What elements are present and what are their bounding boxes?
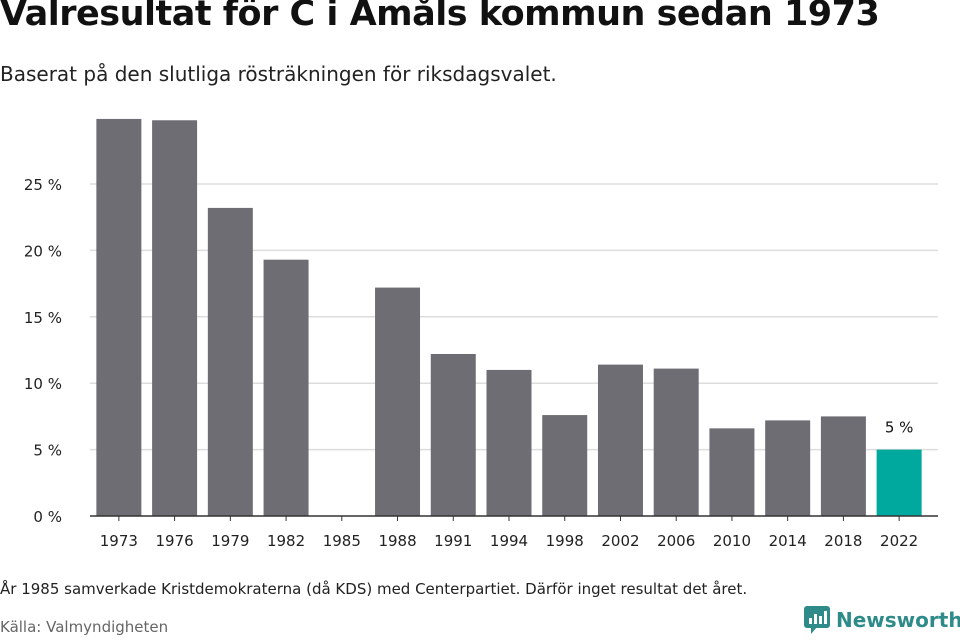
y-tick-label: 0 % xyxy=(33,508,62,526)
bar-1991 xyxy=(430,353,476,516)
y-tick-label: 25 % xyxy=(24,176,62,194)
footnote: År 1985 samverkade Kristdemokraterna (då… xyxy=(0,580,748,598)
bar-2010 xyxy=(709,428,755,516)
bar-2006 xyxy=(653,368,699,516)
x-tick-label: 1979 xyxy=(211,532,249,550)
x-tick-label: 1982 xyxy=(267,532,305,550)
data-labels: 5 % xyxy=(885,419,914,437)
y-tick-label: 20 % xyxy=(24,242,62,260)
x-tick-label: 2022 xyxy=(880,532,918,550)
data-label: 5 % xyxy=(885,419,914,437)
bar-1979 xyxy=(207,207,253,517)
x-tick-label: 2010 xyxy=(713,532,751,550)
y-tick-label: 5 % xyxy=(33,442,62,460)
y-tick-label: 10 % xyxy=(24,375,62,393)
x-tick-label: 1988 xyxy=(378,532,416,550)
y-tick-label: 15 % xyxy=(24,309,62,327)
bar-1994 xyxy=(486,369,532,516)
x-tick-label: 2002 xyxy=(601,532,639,550)
bar-1998 xyxy=(542,415,588,516)
source-note: Källa: Valmyndigheten xyxy=(0,618,169,636)
x-tick-label: 1985 xyxy=(323,532,361,550)
x-tick-label: 2006 xyxy=(657,532,695,550)
x-tick-label: 2018 xyxy=(824,532,862,550)
x-tick-label: 1991 xyxy=(434,532,472,550)
chart-subtitle: Baserat på den slutliga rösträkningen fö… xyxy=(0,62,557,86)
bar-2014 xyxy=(765,420,811,516)
bar-2018 xyxy=(820,416,866,516)
newsworthy-logo-icon xyxy=(804,606,830,634)
chart-title: Valresultat för C i Åmåls kommun sedan 1… xyxy=(0,0,880,34)
bar-2022 xyxy=(876,449,922,516)
bar-1982 xyxy=(263,259,309,516)
x-tick-label: 1994 xyxy=(490,532,528,550)
x-tick-label: 2014 xyxy=(769,532,807,550)
brand-logo[interactable]: Newsworthy xyxy=(804,606,960,634)
bar-chart: 1973 1976 1979 1982 1985 1988 1991 1994 1998 2002… xyxy=(24,118,938,550)
y-axis-labels: 0 % 5 % 10 % 15 % 20 % 25 % xyxy=(24,176,62,526)
bars xyxy=(96,118,922,517)
x-tick-label: 1998 xyxy=(546,532,584,550)
bar-1973 xyxy=(96,118,142,516)
x-tick-label: 1973 xyxy=(100,532,138,550)
bar-1976 xyxy=(152,120,198,517)
bar-2002 xyxy=(597,364,643,516)
brand-name: Newsworthy xyxy=(836,608,960,632)
x-axis: 1973 1976 1979 1982 1985 1988 1991 1994 1998 2002… xyxy=(90,515,938,550)
bar-1988 xyxy=(375,287,421,516)
x-tick-label: 1976 xyxy=(156,532,194,550)
